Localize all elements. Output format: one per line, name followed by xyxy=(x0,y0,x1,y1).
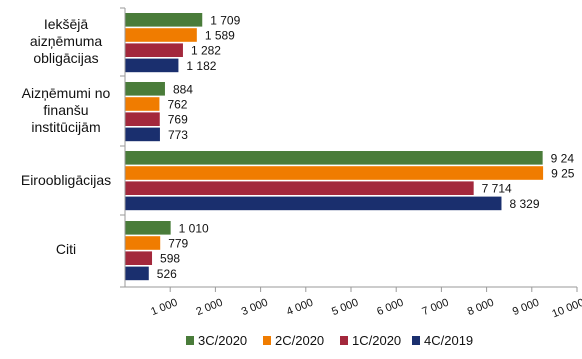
legend-swatch xyxy=(412,336,420,345)
category-label: Eiroobligācijas xyxy=(21,172,111,188)
legend-swatch xyxy=(186,336,194,345)
data-label: 1 709 xyxy=(210,13,240,27)
category-label: obligācijas xyxy=(33,50,98,66)
x-tick-label: 5 000 xyxy=(330,297,360,318)
x-tick-label: 2 000 xyxy=(195,297,225,318)
category-label: Aizņēmumi no xyxy=(22,85,111,101)
bar xyxy=(125,112,160,126)
bar xyxy=(125,43,183,57)
x-tick-label: 4 000 xyxy=(285,297,315,318)
bar xyxy=(125,251,153,265)
x-tick-label: 3 000 xyxy=(240,297,270,318)
x-tick-label: 9 000 xyxy=(511,297,541,318)
bar xyxy=(125,13,203,27)
data-label: 9 25 xyxy=(551,167,575,181)
legend: 3C/2020 2C/2020 1C/2020 4C/2019 xyxy=(186,333,473,348)
category-label: aizņēmuma xyxy=(30,33,103,49)
data-label: 769 xyxy=(168,113,188,127)
data-label: 779 xyxy=(168,237,188,251)
legend-swatch xyxy=(263,336,271,345)
bar xyxy=(125,151,543,165)
data-label: 1 282 xyxy=(191,44,221,58)
bar xyxy=(125,127,160,142)
bar xyxy=(125,28,197,42)
bar xyxy=(125,97,160,111)
data-label: 884 xyxy=(173,82,193,96)
bars-layer xyxy=(125,13,544,281)
category-label: institūcijām xyxy=(31,119,100,135)
legend-label: 4C/2019 xyxy=(424,333,473,348)
bar xyxy=(125,166,544,180)
data-label: 773 xyxy=(168,128,188,142)
category-label: Iekšējā xyxy=(44,16,89,32)
bar xyxy=(125,236,161,250)
data-label: 1 182 xyxy=(186,59,216,73)
x-tick-label: 6 000 xyxy=(375,297,405,318)
legend-label: 1C/2020 xyxy=(352,333,401,348)
legend-swatch xyxy=(340,336,348,345)
category-label: Citi xyxy=(56,241,76,257)
bar xyxy=(125,266,149,281)
x-tick-label: 8 000 xyxy=(466,297,496,318)
data-label: 1 589 xyxy=(205,29,235,43)
bar xyxy=(125,196,502,211)
data-label: 7 714 xyxy=(482,182,512,196)
data-label: 762 xyxy=(167,98,187,112)
x-tick-label: 10 000 xyxy=(550,297,582,321)
bar xyxy=(125,82,165,96)
data-label: 8 329 xyxy=(509,197,539,211)
bar xyxy=(125,181,474,195)
legend-label: 2C/2020 xyxy=(275,333,324,348)
data-label: 1 010 xyxy=(179,221,209,235)
bar xyxy=(125,58,179,73)
x-tick-label: 7 000 xyxy=(421,297,451,318)
x-tick-label: 1 000 xyxy=(149,297,179,318)
data-label: 9 24 xyxy=(551,151,575,165)
category-label: finanšu xyxy=(43,102,88,118)
data-label: 598 xyxy=(160,252,180,266)
legend-label: 3C/2020 xyxy=(198,333,247,348)
bar xyxy=(125,221,171,235)
data-label: 526 xyxy=(157,267,177,281)
